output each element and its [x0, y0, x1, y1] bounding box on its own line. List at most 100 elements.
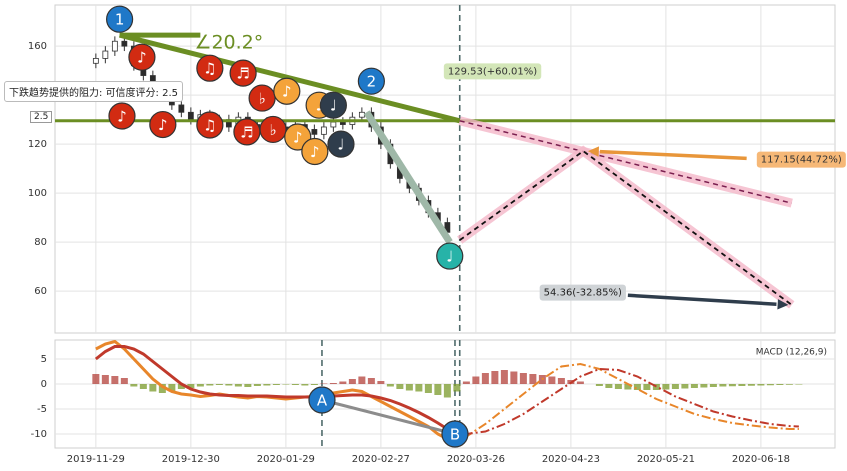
macd-bar	[795, 384, 803, 385]
trend-line	[363, 110, 453, 245]
macd-bar	[747, 384, 755, 386]
macd-bar	[215, 384, 223, 385]
macd-bar	[348, 379, 356, 384]
macd-bar	[377, 381, 385, 384]
macd-bar	[101, 375, 109, 384]
macd-bar	[681, 384, 689, 389]
macd-bar	[785, 384, 793, 385]
marker	[196, 54, 224, 82]
price-label: 129.53(+60.01%)	[448, 66, 537, 77]
candle-body	[178, 104, 185, 113]
macd-bar	[690, 384, 698, 388]
trend-line	[321, 398, 456, 436]
marker-label: ♪	[282, 83, 292, 101]
marker	[319, 91, 347, 119]
macd-bar	[386, 384, 394, 387]
macd-bar	[510, 371, 518, 384]
macd-bar	[358, 376, 366, 384]
candle-body	[187, 111, 194, 121]
macd-bar	[652, 384, 660, 390]
candle-body	[111, 40, 118, 52]
macd-bar	[158, 384, 166, 393]
x-tick-label: 2020-05-21	[637, 454, 695, 465]
macd-bar	[329, 383, 337, 384]
marker-label: ♪	[310, 143, 320, 161]
macd-bar	[443, 384, 451, 398]
macd-line	[447, 367, 799, 436]
macd-bar	[177, 384, 185, 389]
marker	[106, 5, 134, 33]
y-tick-label: -10	[31, 429, 47, 440]
macd-bar	[424, 384, 432, 393]
macd-bar	[633, 384, 641, 390]
candle-body	[102, 50, 109, 59]
macd-bar	[225, 384, 233, 386]
macd-bar	[643, 384, 651, 390]
marker-label: ♬	[236, 65, 249, 83]
macd-bar	[434, 384, 442, 395]
macd-bar	[728, 384, 736, 387]
marker-label: ♩	[316, 97, 323, 115]
macd-bar	[92, 374, 100, 384]
macd-bar	[757, 384, 765, 386]
y-tick-label: 60	[34, 286, 47, 297]
y-tick-label: 160	[28, 41, 47, 52]
macd-bar	[282, 384, 290, 385]
candle-body	[121, 40, 128, 47]
macd-bar	[605, 384, 613, 388]
macd-bar	[719, 384, 727, 387]
macd-bar	[529, 374, 537, 384]
x-tick-label: 2020-06-18	[732, 454, 790, 465]
marker	[357, 67, 385, 95]
marker-label: ♭	[259, 90, 266, 108]
macd-bar	[415, 384, 423, 392]
price-label-box	[443, 63, 542, 80]
y-tick-label: 80	[34, 237, 47, 248]
macd-bar	[453, 384, 461, 392]
macd-bar	[481, 373, 489, 384]
macd-bar	[263, 384, 271, 386]
score-badge: 2.5	[30, 111, 53, 123]
marker-label: ♬	[240, 123, 253, 141]
x-tick-label: 2019-11-29	[67, 454, 125, 465]
marker-label: ♫	[203, 60, 216, 78]
y-tick-label: 0	[41, 379, 47, 390]
macd-bar	[500, 370, 508, 384]
macd-bar	[776, 384, 784, 385]
macd-bar	[557, 378, 565, 384]
macd-bar	[738, 384, 746, 386]
y-tick-label: -5	[37, 404, 47, 415]
marker-label: ♫	[203, 117, 216, 135]
panel	[54, 4, 836, 334]
macd-bar	[187, 384, 195, 388]
x-tick-label: 2019-12-30	[162, 454, 220, 465]
macd-bar	[310, 384, 318, 385]
price-label-box	[539, 284, 626, 301]
marker	[308, 386, 336, 414]
marker	[108, 102, 136, 130]
marker	[301, 137, 329, 166]
marker-label: ♪	[293, 129, 303, 147]
macd-bar	[519, 373, 527, 384]
marker-label: ♩	[337, 136, 344, 154]
arrow-shaft	[599, 149, 747, 161]
angle-label: ∠20.2°	[194, 32, 263, 54]
macd-bar	[130, 384, 138, 387]
macd-bar	[576, 381, 584, 384]
macd-bar	[700, 384, 708, 388]
macd-bar	[253, 384, 261, 386]
macd-bar	[367, 378, 375, 384]
x-tick-label: 2020-03-26	[447, 454, 505, 465]
macd-bar	[196, 384, 204, 387]
macd-bar	[320, 383, 328, 384]
trend-line	[459, 120, 792, 204]
macd-bar	[396, 384, 404, 389]
x-tick-label: 2020-04-23	[542, 454, 600, 465]
marker-label: A	[317, 392, 328, 410]
marker-label: ♭	[269, 121, 276, 139]
candle-body	[92, 58, 99, 64]
price-label: 54.36(-32.85%)	[544, 288, 622, 299]
candle-body	[320, 126, 327, 135]
